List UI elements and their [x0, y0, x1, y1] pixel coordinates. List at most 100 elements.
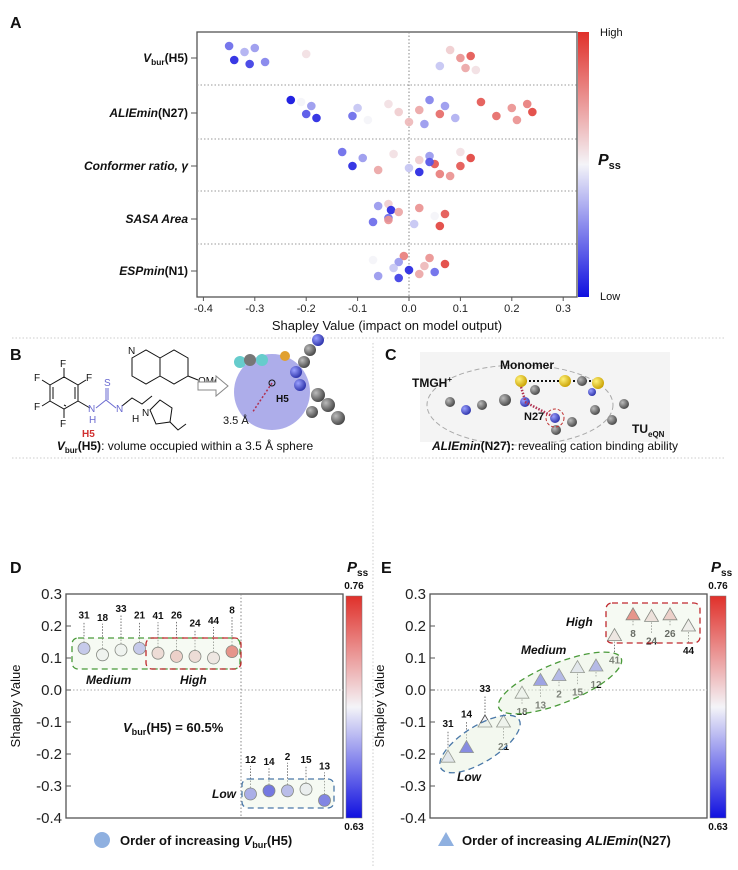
shap-point [348, 111, 357, 121]
feature-label-rest: (H5) [165, 51, 188, 65]
shap-point [450, 113, 460, 123]
feature-label: Vbur(H5) [143, 51, 188, 67]
panel-e-chart: 0.3 0.2 0.1 0.0 -0.1 -0.2 -0.3 -0.4 Shapley Valu… [372, 559, 733, 848]
shap-point [414, 167, 424, 177]
feature-label-rest: (N27) [158, 106, 188, 120]
y-tick-label: -0.1 [36, 714, 62, 731]
feature-label-main: ESPmin [119, 264, 164, 278]
svg-text:N: N [116, 404, 123, 415]
pss-sub: ss [609, 160, 621, 172]
svg-text:H: H [132, 414, 139, 425]
colorbar-min-label: 0.63 [344, 822, 364, 833]
point-label: 31 [442, 719, 454, 730]
y-tick-label: 0.3 [41, 586, 62, 603]
feature-label: ALIEmin(N27) [108, 106, 188, 120]
y-axis-label: Shapley Value [372, 665, 387, 748]
data-point [662, 607, 678, 621]
x-tick-label: 0.2 [504, 303, 519, 315]
y-tick-label: 0.0 [405, 682, 426, 699]
panel-label-d: D [10, 560, 22, 577]
shap-point [389, 149, 398, 159]
point-label: 33 [479, 684, 491, 695]
colorbar-a [578, 32, 589, 297]
shap-point [471, 65, 481, 75]
arrow-icon [197, 374, 229, 398]
shap-point [399, 251, 409, 261]
shap-point [414, 269, 424, 279]
vbur-percent-annotation-sub: bur [132, 727, 147, 737]
shap-point [440, 101, 450, 111]
x-tick-label: 0.3 [556, 303, 571, 315]
legend-circle-marker [94, 832, 110, 848]
feature-label-sub: bur [151, 57, 165, 67]
shap-point [435, 109, 445, 119]
data-point [318, 794, 331, 807]
n27-label: N27 [524, 411, 544, 423]
data-point [225, 645, 239, 658]
feature-label-rest: (N1) [165, 264, 188, 278]
shap-point [337, 147, 347, 157]
colorbar [709, 595, 727, 819]
feature-label-main: Conformer ratio, γ [84, 159, 189, 173]
point-label: 13 [319, 761, 331, 772]
shap-point [384, 99, 393, 109]
svg-text:S: S [104, 378, 111, 389]
shap-point [456, 147, 465, 157]
x-tick-label: -0.4 [194, 303, 213, 315]
shap-point [373, 201, 383, 211]
colorbar-high-label: High [600, 27, 623, 39]
shap-point [522, 99, 532, 109]
caption-c: ALIEmin(N27): revealing cation binding a… [431, 439, 678, 453]
colorbar [345, 595, 363, 819]
data-point [281, 784, 294, 798]
point-label: 14 [263, 757, 275, 768]
chemical-structure [41, 349, 199, 431]
shap-point [445, 45, 455, 55]
y-tick-label: -0.3 [36, 778, 62, 795]
point-label: 24 [189, 618, 201, 629]
shap-point [507, 103, 517, 113]
x-tick-label: 0.1 [453, 303, 468, 315]
vbur-percent-annotation: Vbur(H5) = 60.5% [123, 720, 224, 737]
point-label: 33 [115, 604, 127, 615]
shap-point [404, 117, 414, 127]
y-tick-label: -0.3 [400, 778, 426, 795]
vbur-percent-annotation-main: V [123, 720, 133, 735]
plot-frame [65, 593, 344, 819]
shap-point [456, 161, 465, 171]
shap-point [373, 165, 383, 175]
shap-point [301, 49, 311, 59]
legend-triangle-marker [438, 832, 454, 846]
shap-point [425, 95, 434, 105]
svg-text:N: N [142, 408, 149, 419]
shap-point [386, 205, 396, 215]
point-label: 44 [208, 616, 220, 627]
data-point [643, 608, 660, 622]
data-point [96, 648, 109, 662]
shap-point [414, 203, 424, 213]
legend-e-rest: (N27) [638, 833, 671, 848]
x-tick-label: -0.1 [348, 303, 367, 315]
legend-d-sub: bur [252, 840, 267, 850]
panel-label-c: C [385, 347, 397, 364]
svg-text:F: F [34, 373, 40, 384]
shap-point [368, 217, 378, 227]
point-label: 44 [683, 646, 695, 657]
legend-e-main: ALIEmin [585, 833, 639, 848]
legend-d: Order of increasing Vbur(H5) [120, 833, 292, 850]
medium-group-label: Medium [86, 673, 132, 687]
shap-point [307, 101, 316, 111]
data-point [77, 642, 91, 655]
shap-point [425, 157, 434, 167]
shap-point [312, 113, 321, 123]
point-label: 26 [664, 629, 676, 640]
shap-point [394, 207, 404, 217]
pss-sub: ss [721, 568, 733, 579]
vbur-percent-annotation-rest: (H5) = 60.5% [146, 720, 223, 735]
svg-text:F: F [60, 359, 66, 370]
data-point [207, 651, 220, 665]
shap-point [430, 267, 440, 277]
data-point [133, 642, 146, 655]
feature-label: ESPmin(N1) [119, 264, 188, 278]
shap-point [353, 103, 362, 113]
